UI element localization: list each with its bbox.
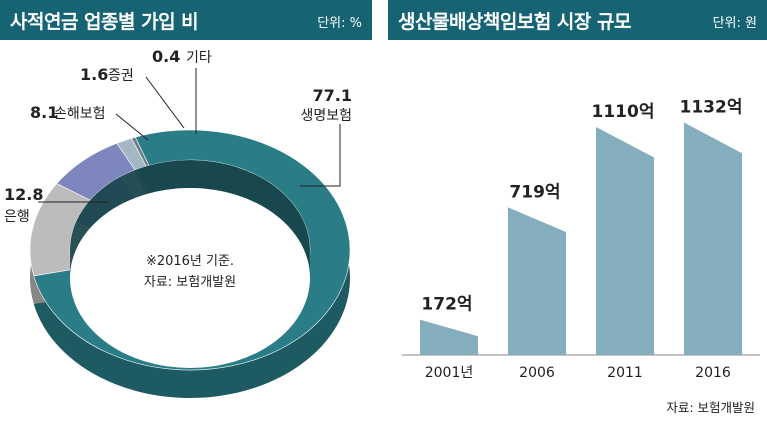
bar-category-label: 2016 (695, 365, 731, 381)
donut-value-label: 77.1 (313, 86, 352, 105)
pension-share-header: 사적연금 업종별 가입 비 단위: % (0, 0, 372, 40)
bar (508, 207, 566, 355)
donut-category-label: 은행 (4, 209, 30, 225)
pension-share-unit: 단위: % (317, 16, 362, 31)
donut-note-date: ※2016년 기준. (146, 254, 234, 269)
donut-value-label: 0.4 (152, 47, 180, 66)
donut-hole-wall (70, 160, 310, 278)
donut-category-label: 기타 (186, 50, 212, 66)
donut-category-label: 손해보험 (54, 106, 106, 122)
bar-value-label: 1110억 (592, 102, 655, 122)
donut-leader-line (300, 124, 341, 187)
donut-leader-line (145, 76, 185, 129)
bar-series: 172억 2001년 719억 2006 1110억 2011 1132억 2016 (420, 98, 742, 381)
bar-value-label: 172억 (421, 295, 472, 315)
pension-share-panel: 사적연금 업종별 가입 비 단위: % 77.1 생명보험 12.8 은행 8.1 손해보… (0, 0, 372, 430)
bar-category-label: 2006 (519, 365, 555, 381)
bar (596, 127, 654, 356)
market-size-source: 자료: 보험개발원 (666, 400, 755, 415)
donut-value-label: 12.8 (4, 185, 43, 204)
donut-category-label: 증권 (108, 68, 134, 84)
market-size-header: 생산물배상책임보험 시장 규모 단위: 원 (388, 0, 767, 40)
donut-category-label: 생명보험 (300, 108, 352, 124)
donut-note-source: 자료: 보험개발원 (144, 275, 236, 290)
donut-value-label: 8.1 (30, 103, 58, 122)
market-size-panel: 생산물배상책임보험 시장 규모 단위: 원 172억 2001년 719억 2006 1… (388, 0, 767, 430)
donut-hole (70, 188, 310, 368)
bar-category-label: 2001년 (425, 365, 474, 381)
bar-chart: 172억 2001년 719억 2006 1110억 2011 1132억 2016 (402, 98, 760, 381)
market-size-unit: 단위: 원 (712, 16, 757, 31)
donut-slices (29, 129, 351, 398)
market-size-title: 생산물배상책임보험 시장 규모 (398, 11, 631, 33)
bar (684, 122, 742, 356)
bar (420, 319, 478, 355)
donut-value-label: 1.6 (80, 65, 108, 84)
pension-share-title: 사적연금 업종별 가입 비 (10, 11, 199, 33)
bar-value-label: 1132억 (680, 98, 743, 118)
donut-leader-line (115, 113, 149, 141)
bar-category-label: 2011 (607, 365, 643, 381)
bar-value-label: 719억 (509, 182, 560, 202)
